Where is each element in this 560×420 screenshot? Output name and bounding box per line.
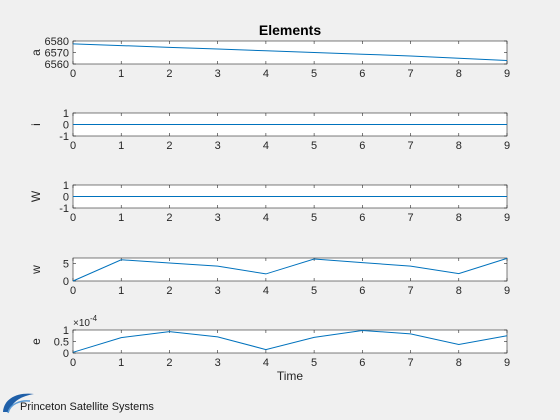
y-tick-label: 1 [63, 325, 69, 337]
x-tick-label: 5 [311, 357, 317, 369]
y-tick-label: 0.5 [54, 337, 69, 349]
x-tick-label: 4 [263, 212, 269, 224]
x-tick-label: 3 [215, 68, 221, 80]
x-tick-label: 1 [118, 357, 124, 369]
y-tick-label: 6560 [45, 59, 69, 71]
x-tick-label: 3 [215, 140, 221, 152]
x-tick-label: 3 [215, 212, 221, 224]
x-tick-label: 8 [456, 212, 462, 224]
x-tick-label: 1 [118, 68, 124, 80]
axes-box [73, 41, 507, 64]
x-tick-label: 0 [70, 285, 76, 297]
x-tick-label: 7 [407, 212, 413, 224]
y-axis-label: e [29, 338, 43, 345]
x-tick-label: 6 [359, 140, 365, 152]
x-tick-label: 7 [407, 68, 413, 80]
x-tick-label: 9 [504, 68, 510, 80]
y-tick-label: 6570 [45, 48, 69, 60]
x-tick-label: 9 [504, 212, 510, 224]
y-axis-label: W [29, 190, 43, 202]
x-tick-label: 5 [311, 140, 317, 152]
x-tick-label: 9 [504, 140, 510, 152]
y-tick-label: 0 [63, 276, 69, 288]
x-tick-label: 6 [359, 357, 365, 369]
x-tick-label: 0 [70, 212, 76, 224]
axes-box [73, 258, 507, 281]
y-tick-label: 6580 [45, 36, 69, 48]
figure-title: Elements [259, 22, 321, 38]
x-tick-label: 1 [118, 140, 124, 152]
company-logo: Princeton Satellite Systems [3, 394, 154, 413]
x-tick-label: 5 [311, 285, 317, 297]
x-tick-label: 4 [263, 140, 269, 152]
x-tick-label: 8 [456, 285, 462, 297]
y-tick-label: 0 [63, 348, 69, 360]
axes-box [73, 330, 507, 353]
x-tick-label: 9 [504, 285, 510, 297]
x-tick-label: 4 [263, 68, 269, 80]
x-tick-label: 2 [166, 68, 172, 80]
x-tick-label: 6 [359, 285, 365, 297]
x-tick-label: 2 [166, 285, 172, 297]
y-tick-label: 1 [63, 180, 69, 192]
y-axis-label: a [29, 49, 43, 56]
y-tick-label: -1 [59, 131, 69, 143]
x-tick-label: 1 [118, 285, 124, 297]
x-tick-label: 2 [166, 140, 172, 152]
x-tick-label: 0 [70, 357, 76, 369]
x-tick-label: 8 [456, 68, 462, 80]
x-tick-label: 0 [70, 140, 76, 152]
y-exponent-power: -4 [90, 314, 98, 323]
x-tick-label: 9 [504, 357, 510, 369]
x-tick-label: 1 [118, 212, 124, 224]
x-tick-label: 6 [359, 68, 365, 80]
x-tick-label: 8 [456, 357, 462, 369]
x-tick-label: 8 [456, 140, 462, 152]
x-tick-label: 4 [263, 285, 269, 297]
y-axis-label: w [29, 265, 43, 275]
y-exponent-label: ×10 [73, 318, 90, 329]
x-tick-label: 2 [166, 357, 172, 369]
x-tick-label: 7 [407, 357, 413, 369]
y-tick-label: 0 [63, 192, 69, 204]
x-tick-label: 7 [407, 140, 413, 152]
x-tick-label: 7 [407, 285, 413, 297]
x-tick-label: 6 [359, 212, 365, 224]
y-tick-label: -1 [59, 203, 69, 215]
x-tick-label: 0 [70, 68, 76, 80]
x-tick-label: 4 [263, 357, 269, 369]
y-axis-label: i [29, 123, 43, 126]
x-tick-label: 2 [166, 212, 172, 224]
x-tick-label: 3 [215, 357, 221, 369]
x-tick-label: 5 [311, 212, 317, 224]
y-tick-label: 0 [63, 120, 69, 132]
subplot-w: 0 1 2 3 4 5 6 7 8 9 0 5 w [29, 258, 510, 297]
x-tick-label: 5 [311, 68, 317, 80]
x-axis-label: Time [277, 369, 304, 383]
y-tick-label: 1 [63, 108, 69, 120]
company-name: Princeton Satellite Systems [20, 401, 154, 413]
y-tick-label: 5 [63, 258, 69, 270]
x-tick-label: 3 [215, 285, 221, 297]
